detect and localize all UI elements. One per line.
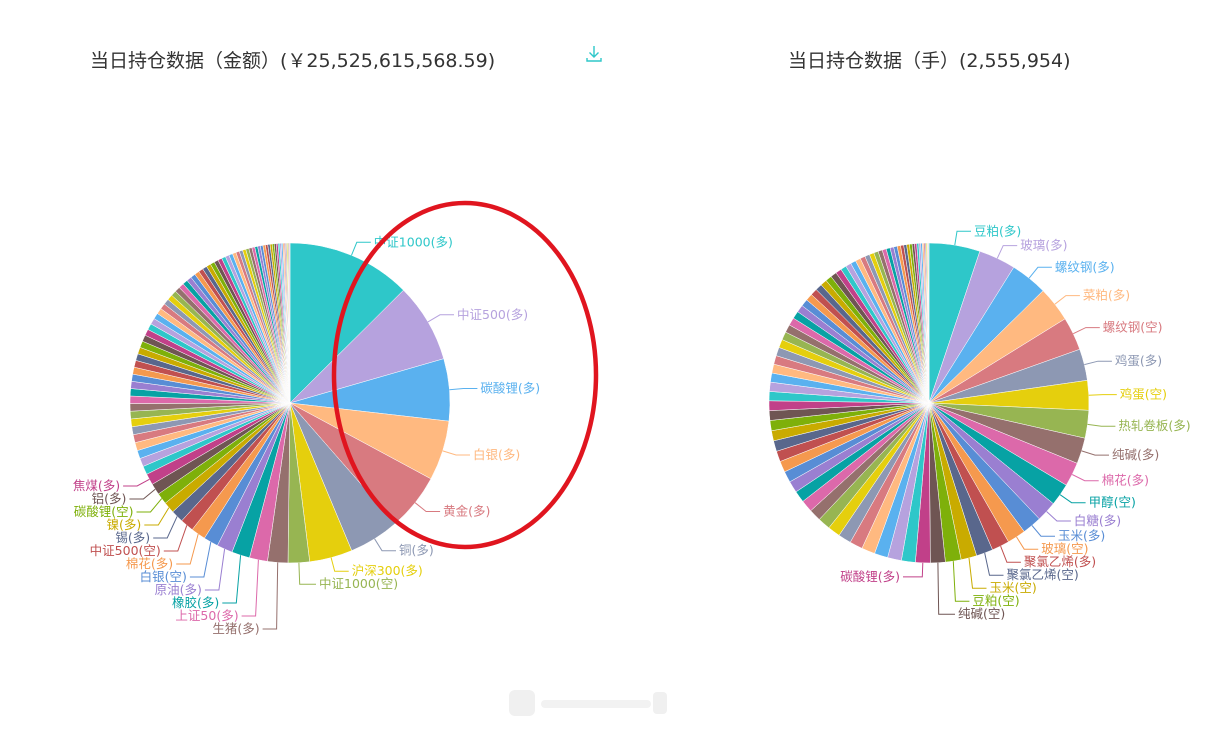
left-pie-label-line xyxy=(298,562,316,585)
left-pie-label-line xyxy=(153,516,178,539)
right-pie-slice-label: 纯碱(多) xyxy=(1112,447,1159,462)
left-pie-slice-label: 碳酸锂(多) xyxy=(480,381,540,396)
right-pie-label-line xyxy=(1059,494,1086,504)
left-chart-title: 当日持仓数据（金额）(￥25,525,615,568.59) xyxy=(90,50,496,72)
left-pie-slice-label: 棉花(多) xyxy=(126,556,173,571)
left-pie-label-line xyxy=(222,555,242,604)
left-pie-slice-label: 铝(多) xyxy=(92,491,127,506)
left-pie-slice-label: 沪深300(多) xyxy=(352,563,423,578)
right-pie-label-line xyxy=(954,230,971,246)
left-pie-label-line xyxy=(442,450,470,456)
right-pie-slice-label: 螺纹钢(空) xyxy=(1103,320,1163,335)
right-pie-label-line xyxy=(937,562,955,615)
left-pie-slice-label: 中证500(空) xyxy=(90,543,161,558)
left-pie-slice-label: 铜(多) xyxy=(399,543,434,558)
right-pie-label-line xyxy=(903,562,924,578)
right-pie-label-line xyxy=(952,561,970,602)
right-pie-slice-label: 聚氯乙烯(空) xyxy=(1007,567,1079,582)
right-pie-label-line xyxy=(968,557,987,589)
download-icon[interactable] xyxy=(584,44,604,64)
right-pie-label-line xyxy=(1087,423,1116,427)
right-pie-slice-label: 甲醇(空) xyxy=(1089,495,1136,510)
left-pie-slice[interactable] xyxy=(289,242,291,404)
left-pie-label-line xyxy=(351,241,371,256)
red-annotation-ellipse xyxy=(331,200,599,550)
right-pie-label-line xyxy=(1000,545,1021,563)
left-pie-label-line xyxy=(241,559,259,617)
left-pie-slice-label: 镍(多) xyxy=(107,517,142,532)
right-chart-title: 当日持仓数据（手）(2,555,954) xyxy=(788,50,1071,72)
watermark-icon xyxy=(509,690,667,716)
left-pie-slice-label: 黄金(多) xyxy=(443,504,490,519)
right-pie-slice-label: 鸡蛋(多) xyxy=(1115,353,1162,368)
left-pie-slice-label: 上证50(多) xyxy=(175,608,238,623)
left-pie-label-line xyxy=(176,533,199,565)
left-pie-label-line xyxy=(414,502,441,512)
right-pie-label-line xyxy=(1088,394,1117,396)
right-pie-label-line xyxy=(984,552,1004,576)
right-pie-chart: 豆粕(多)玻璃(多) 螺纹钢(多) 菜粕(多) 螺纹钢(空) 鸡蛋(多) 鸡蛋(空) 热轧卷… xyxy=(768,223,1191,621)
right-pie-slice-label: 纯碱(空) xyxy=(958,606,1005,621)
right-pie-slice-label: 白糖(多) xyxy=(1074,513,1121,528)
left-pie-slice-label: 中证1000(多) xyxy=(374,234,453,249)
left-pie-label-line xyxy=(189,541,212,578)
left-pie-slice-label: 锡(多) xyxy=(115,530,150,545)
right-pie-label-line xyxy=(1031,525,1055,537)
right-pie-slice-label: 玉米(多) xyxy=(1058,528,1105,543)
right-pie-slice-label: 豆粕(多) xyxy=(974,223,1021,238)
left-pie-slice-label: 中证1000(空) xyxy=(319,576,398,591)
right-pie-slice-label: 碳酸锂(多) xyxy=(840,569,900,584)
left-pie-label-line xyxy=(163,525,188,552)
left-pie-chart: 中证1000(多) 中证500(多) 碳酸锂(多) 白银(多) 黄金(多) 铜(多) 沪深3… xyxy=(73,234,540,636)
right-pie-label-line xyxy=(1081,450,1109,456)
right-pie-label-line xyxy=(1016,536,1039,550)
right-pie-slice-label: 聚氯乙烯(多) xyxy=(1024,554,1096,569)
left-pie-label-line xyxy=(204,548,226,591)
right-pie-label-line xyxy=(1046,511,1071,522)
left-pie-slice-label: 橡胶(多) xyxy=(172,595,219,610)
right-pie-slice-label: 鸡蛋(空) xyxy=(1120,387,1167,402)
right-pie-slice-label: 菜粕(多) xyxy=(1083,288,1130,303)
right-pie-label-line xyxy=(996,245,1018,259)
right-pie-label-line xyxy=(1072,327,1100,335)
right-pie-label-line xyxy=(1028,266,1052,279)
left-pie-slice-label: 白银(空) xyxy=(140,569,187,584)
right-pie-label-line xyxy=(1084,360,1112,366)
left-pie-slice-label: 焦煤(多) xyxy=(73,478,120,493)
left-pie-label-line xyxy=(136,498,163,513)
right-pie-slice-label: 玻璃(空) xyxy=(1041,541,1088,556)
right-pie-slice-label: 玉米(空) xyxy=(990,580,1037,595)
left-pie-slice-label: 生猪(多) xyxy=(212,621,259,636)
right-pie-label-line xyxy=(1071,474,1099,482)
right-pie-slice-label: 玻璃(多) xyxy=(1020,238,1067,253)
right-pie-slice-label: 棉花(多) xyxy=(1102,473,1149,488)
left-pie-slice-label: 碳酸锂(空) xyxy=(74,504,134,519)
left-pie-label-line xyxy=(123,478,150,487)
left-pie-label-line xyxy=(330,557,349,572)
right-pie-slice-label: 豆粕(空) xyxy=(972,593,1019,608)
left-pie-label-line xyxy=(262,562,279,630)
left-pie-label-line xyxy=(374,538,396,552)
right-pie-label-line xyxy=(1054,295,1080,305)
left-pie-label-line xyxy=(129,488,156,500)
left-pie-label-line xyxy=(144,507,170,526)
left-pie-slice-label: 中证500(多) xyxy=(457,307,528,322)
right-pie-slice-label: 螺纹钢(多) xyxy=(1055,259,1115,274)
left-pie-slice-label: 白银(多) xyxy=(473,447,520,462)
left-pie-label-line xyxy=(449,388,478,391)
left-pie-label-line xyxy=(427,314,454,323)
right-pie-slice-label: 热轧卷板(多) xyxy=(1118,418,1190,433)
left-pie-slice-label: 原油(多) xyxy=(155,582,202,597)
